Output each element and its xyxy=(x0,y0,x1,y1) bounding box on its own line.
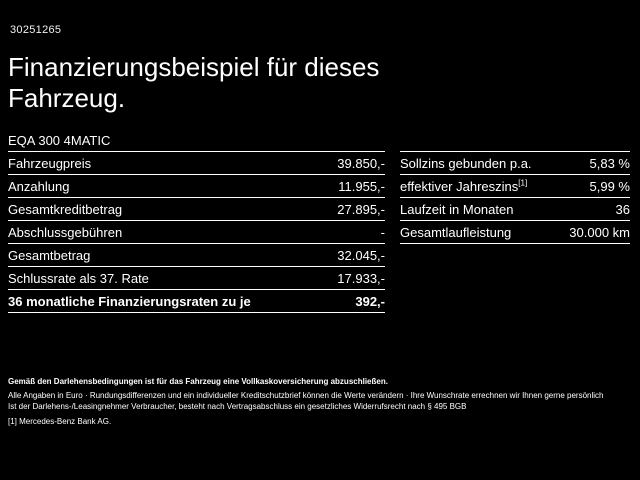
row-label: Gesamtkreditbetrag xyxy=(8,201,123,217)
financing-table: Fahrzeugpreis 39.850,- Anzahlung 11.955,… xyxy=(8,151,385,313)
row-label: Abschlussgebühren xyxy=(8,224,123,240)
row-label: Gesamtbetrag xyxy=(8,247,91,263)
table-row-abschlussgebuehren: Abschlussgebühren - xyxy=(8,221,385,244)
table-row-fahrzeugpreis: Fahrzeugpreis 39.850,- xyxy=(8,152,385,175)
vehicle-id: 30251265 xyxy=(10,24,62,36)
row-label: Sollzins gebunden p.a. xyxy=(400,155,532,171)
footnote-insurance: Gemäß den Darlehensbedingungen ist für d… xyxy=(8,377,388,386)
row-value: 27.895,- xyxy=(337,201,385,217)
footnote-withdrawal-right: Ist der Darlehens-/Leasingnehmer Verbrau… xyxy=(8,402,467,411)
row-value: 39.850,- xyxy=(337,155,385,171)
row-label: Fahrzeugpreis xyxy=(8,155,92,171)
table-row-gesamtbetrag: Gesamtbetrag 32.045,- xyxy=(8,244,385,267)
table-row-gesamtkreditbetrag: Gesamtkreditbetrag 27.895,- xyxy=(8,198,385,221)
row-label: Anzahlung xyxy=(8,178,70,194)
footnote-bank: [1] Mercedes-Benz Bank AG. xyxy=(8,417,112,426)
table-row-sollzins: Sollzins gebunden p.a. 5,83 % xyxy=(400,152,630,175)
row-value: 30.000 km xyxy=(569,224,630,240)
row-label: Gesamtlaufleistung xyxy=(400,224,512,240)
page-title-line2: Fahrzeug. xyxy=(8,83,126,113)
row-value: 5,99 % xyxy=(589,178,630,194)
legal-footnotes: Gemäß den Darlehensbedingungen ist für d… xyxy=(8,376,632,427)
table-row-gesamtlaufleistung: Gesamtlaufleistung 30.000 km xyxy=(400,221,630,244)
row-value: 5,83 % xyxy=(589,155,630,171)
footnote-reference: [1] xyxy=(518,178,528,188)
row-value: 392,- xyxy=(355,293,385,309)
row-value: - xyxy=(380,224,385,240)
row-value: 11.955,- xyxy=(338,178,385,194)
table-row-effektiver-jahreszins: effektiver Jahreszins[1] 5,99 % xyxy=(400,175,630,198)
row-label-text: effektiver Jahreszins xyxy=(400,178,519,194)
table-row-schlussrate: Schlussrate als 37. Rate 17.933,- xyxy=(8,267,385,290)
row-label: Laufzeit in Monaten xyxy=(400,201,514,217)
page-title: Finanzierungsbeispiel für dieses Fahrzeu… xyxy=(8,52,628,114)
row-value: 32.045,- xyxy=(337,247,385,263)
row-label: Schlussrate als 37. Rate xyxy=(8,270,149,286)
row-value: 36 xyxy=(615,201,630,217)
conditions-table: Sollzins gebunden p.a. 5,83 % effektiver… xyxy=(400,151,630,244)
vehicle-model: EQA 300 4MATIC xyxy=(8,133,111,148)
table-row-anzahlung: Anzahlung 11.955,- xyxy=(8,175,385,198)
row-value: 17.933,- xyxy=(337,270,385,286)
page-title-line1: Finanzierungsbeispiel für dieses xyxy=(8,52,380,82)
footnote-disclaimer: Alle Angaben in Euro · Rundungsdifferenz… xyxy=(8,391,604,400)
table-row-laufzeit: Laufzeit in Monaten 36 xyxy=(400,198,630,221)
table-row-monatsrate: 36 monatliche Finanzierungsraten zu je 3… xyxy=(8,290,385,313)
row-label: 36 monatliche Finanzierungsraten zu je xyxy=(8,293,251,309)
row-label: effektiver Jahreszins[1] xyxy=(400,179,527,194)
